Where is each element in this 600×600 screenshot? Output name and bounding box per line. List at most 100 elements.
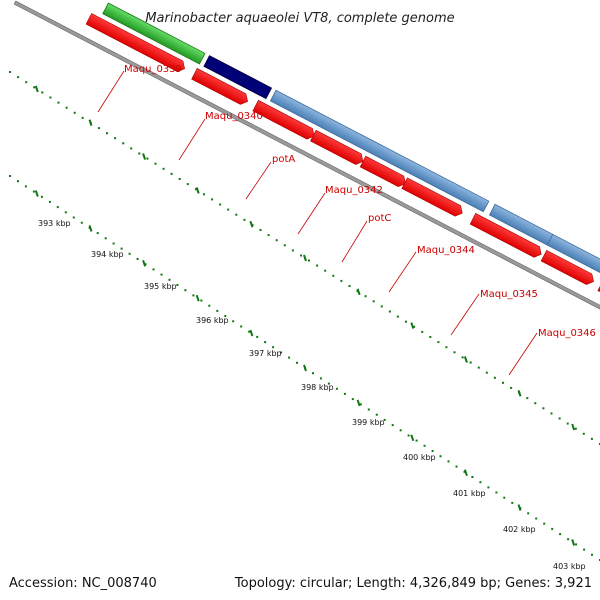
gene-label-potA[interactable]: potA: [272, 154, 295, 165]
scale-tick: [463, 356, 468, 363]
scale-dot: [216, 309, 219, 312]
scale-tick: [142, 259, 147, 267]
scale-dot: [543, 522, 546, 525]
scale-dot: [259, 229, 262, 231]
scale-dot: [184, 289, 187, 292]
scale-dot: [487, 486, 490, 489]
scale-dot: [551, 527, 554, 530]
scale-label: 403 kbp: [553, 562, 586, 571]
scale-dot: [96, 232, 99, 235]
scale-dot: [485, 371, 488, 374]
scale-dot: [280, 351, 283, 354]
scale-dot: [550, 412, 553, 415]
scale-dot: [495, 491, 498, 494]
label-leader-line: [97, 70, 125, 113]
scale-dot: [203, 193, 205, 196]
scale-dot: [146, 157, 149, 160]
scale-tick: [356, 288, 361, 296]
label-leader-line: [388, 251, 417, 293]
label-leader-line: [178, 118, 206, 161]
scale-dot: [235, 213, 238, 216]
cds-arrow-maqu-0339[interactable]: [85, 13, 187, 74]
scale-label: 398 kbp: [301, 383, 334, 392]
scale-dot: [192, 294, 195, 297]
scale-tick: [249, 329, 254, 337]
gene-label-maqu-0344[interactable]: Maqu_0344: [417, 245, 475, 256]
scale-label: 395 kbp: [144, 282, 177, 291]
scale-dot: [291, 249, 294, 252]
cds-arrow-maqu-0345[interactable]: [469, 213, 544, 259]
scale-dot: [208, 304, 211, 307]
gene-label-maqu-0339[interactable]: Maqu_0339: [124, 64, 182, 75]
accession-text: Accession: NC_008740: [9, 576, 157, 591]
scale-dot: [477, 366, 480, 369]
cds-arrow-maqu-0340[interactable]: [191, 68, 251, 106]
scale-dot: [219, 203, 222, 206]
scale-dot: [144, 263, 147, 266]
scale-tick: [571, 539, 576, 546]
scale-tick: [410, 322, 415, 329]
scale-dot: [364, 295, 367, 298]
scale-dot: [9, 175, 11, 177]
scale-label: 397 kbp: [249, 349, 282, 358]
scale-dot: [439, 455, 442, 458]
gene-block-maqu-0340[interactable]: [203, 55, 273, 100]
scale-dot: [248, 330, 251, 333]
genome-backbone: [13, 0, 600, 342]
gene-label-maqu-0345[interactable]: Maqu_0345: [480, 289, 538, 300]
genome-track: [13, 0, 600, 342]
scale-dot: [176, 284, 179, 286]
cds-arrow-maqu-0342[interactable]: [310, 129, 365, 167]
scale-dot: [391, 424, 394, 427]
scale-dot: [527, 512, 530, 515]
cds-arrow-potA[interactable]: [252, 99, 317, 141]
scale-dot: [114, 137, 117, 140]
scale-dot: [407, 434, 410, 437]
scale-dot: [335, 387, 338, 390]
scale-dot: [453, 351, 456, 354]
scale-dot: [421, 330, 424, 333]
scale-dot: [463, 470, 466, 473]
scale-dot: [367, 408, 370, 411]
scale-dot: [348, 285, 351, 287]
gene-block-potA-0344[interactable]: [269, 89, 490, 213]
label-leader-line: [508, 332, 538, 376]
scale-dot: [383, 418, 386, 421]
scale-tick: [303, 364, 307, 372]
scale-dot: [396, 315, 399, 318]
gene-block-maqu-0345-0346[interactable]: [488, 203, 600, 308]
scale-dot: [566, 422, 569, 425]
scale-dot: [65, 106, 68, 109]
map-title: Marinobacter aquaeolei VT8, complete gen…: [145, 11, 454, 26]
scale-dot: [122, 142, 125, 145]
scale-tick: [517, 389, 522, 397]
gene-block-maqu-0339[interactable]: [102, 2, 206, 65]
cds-arrow-potC[interactable]: [359, 155, 408, 189]
cds-arrow-maqu-0344[interactable]: [401, 177, 465, 219]
scale-dot: [534, 402, 537, 405]
gene-label-maqu-0340[interactable]: Maqu_0340: [205, 111, 263, 122]
scale-dot: [340, 279, 343, 282]
scale-dot: [447, 460, 450, 463]
scale-labels: 393 kbp 394 kbp 395 kbp 396 kbp 397 kbp …: [38, 219, 586, 571]
cds-arrow-maqu-0346[interactable]: [540, 249, 596, 287]
scale-dot: [80, 221, 83, 224]
scale-dot: [445, 346, 448, 349]
gene-label-maqu-0346[interactable]: Maqu_0346: [538, 328, 596, 339]
scale-dot: [97, 127, 100, 130]
scale-dot: [535, 517, 538, 520]
gene-label-potC[interactable]: potC: [368, 213, 391, 224]
scale-dot: [211, 198, 214, 201]
scale-dot: [316, 264, 319, 267]
scale-dot: [57, 101, 60, 104]
scale-dot: [41, 91, 44, 94]
scale-dot: [130, 147, 133, 150]
scale-dot: [359, 403, 362, 406]
scale-dot: [73, 111, 76, 114]
cds-arrow-next[interactable]: [597, 279, 600, 325]
scale-dot: [40, 195, 43, 198]
scale-dot: [413, 325, 416, 328]
scale-dot: [308, 259, 310, 262]
gene-label-maqu-0342[interactable]: Maqu_0342: [325, 185, 383, 196]
